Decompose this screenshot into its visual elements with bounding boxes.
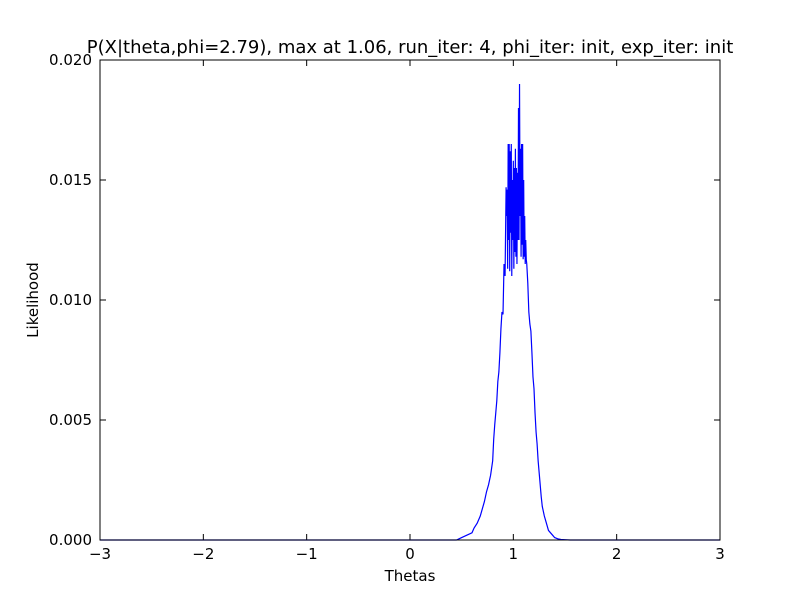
y-tick-label: 0.005 bbox=[49, 411, 92, 429]
x-tick-label: −2 bbox=[192, 545, 214, 563]
y-axis-label: Likelihood bbox=[24, 262, 42, 338]
x-axis-ticks: −3 −2 −1 0 1 2 3 bbox=[89, 60, 725, 563]
x-tick-label: 1 bbox=[509, 545, 519, 563]
x-tick-label: −1 bbox=[296, 545, 318, 563]
y-axis-ticks: 0.000 0.005 0.010 0.015 0.020 bbox=[49, 51, 720, 549]
x-axis-label: Thetas bbox=[384, 567, 436, 585]
x-tick-label: 0 bbox=[405, 545, 415, 563]
x-tick-label: −3 bbox=[89, 545, 111, 563]
likelihood-series-line bbox=[100, 83, 720, 541]
y-tick-label: 0.010 bbox=[49, 291, 92, 309]
y-tick-label: 0.015 bbox=[49, 171, 92, 189]
plot-area-frame bbox=[99, 59, 721, 541]
y-tick-label: 0.020 bbox=[49, 51, 92, 69]
x-tick-label: 3 bbox=[715, 545, 725, 563]
chart-title: P(X|theta,phi=2.79), max at 1.06, run_it… bbox=[87, 37, 734, 58]
x-tick-label: 2 bbox=[612, 545, 622, 563]
y-tick-label: 0.000 bbox=[49, 531, 92, 549]
